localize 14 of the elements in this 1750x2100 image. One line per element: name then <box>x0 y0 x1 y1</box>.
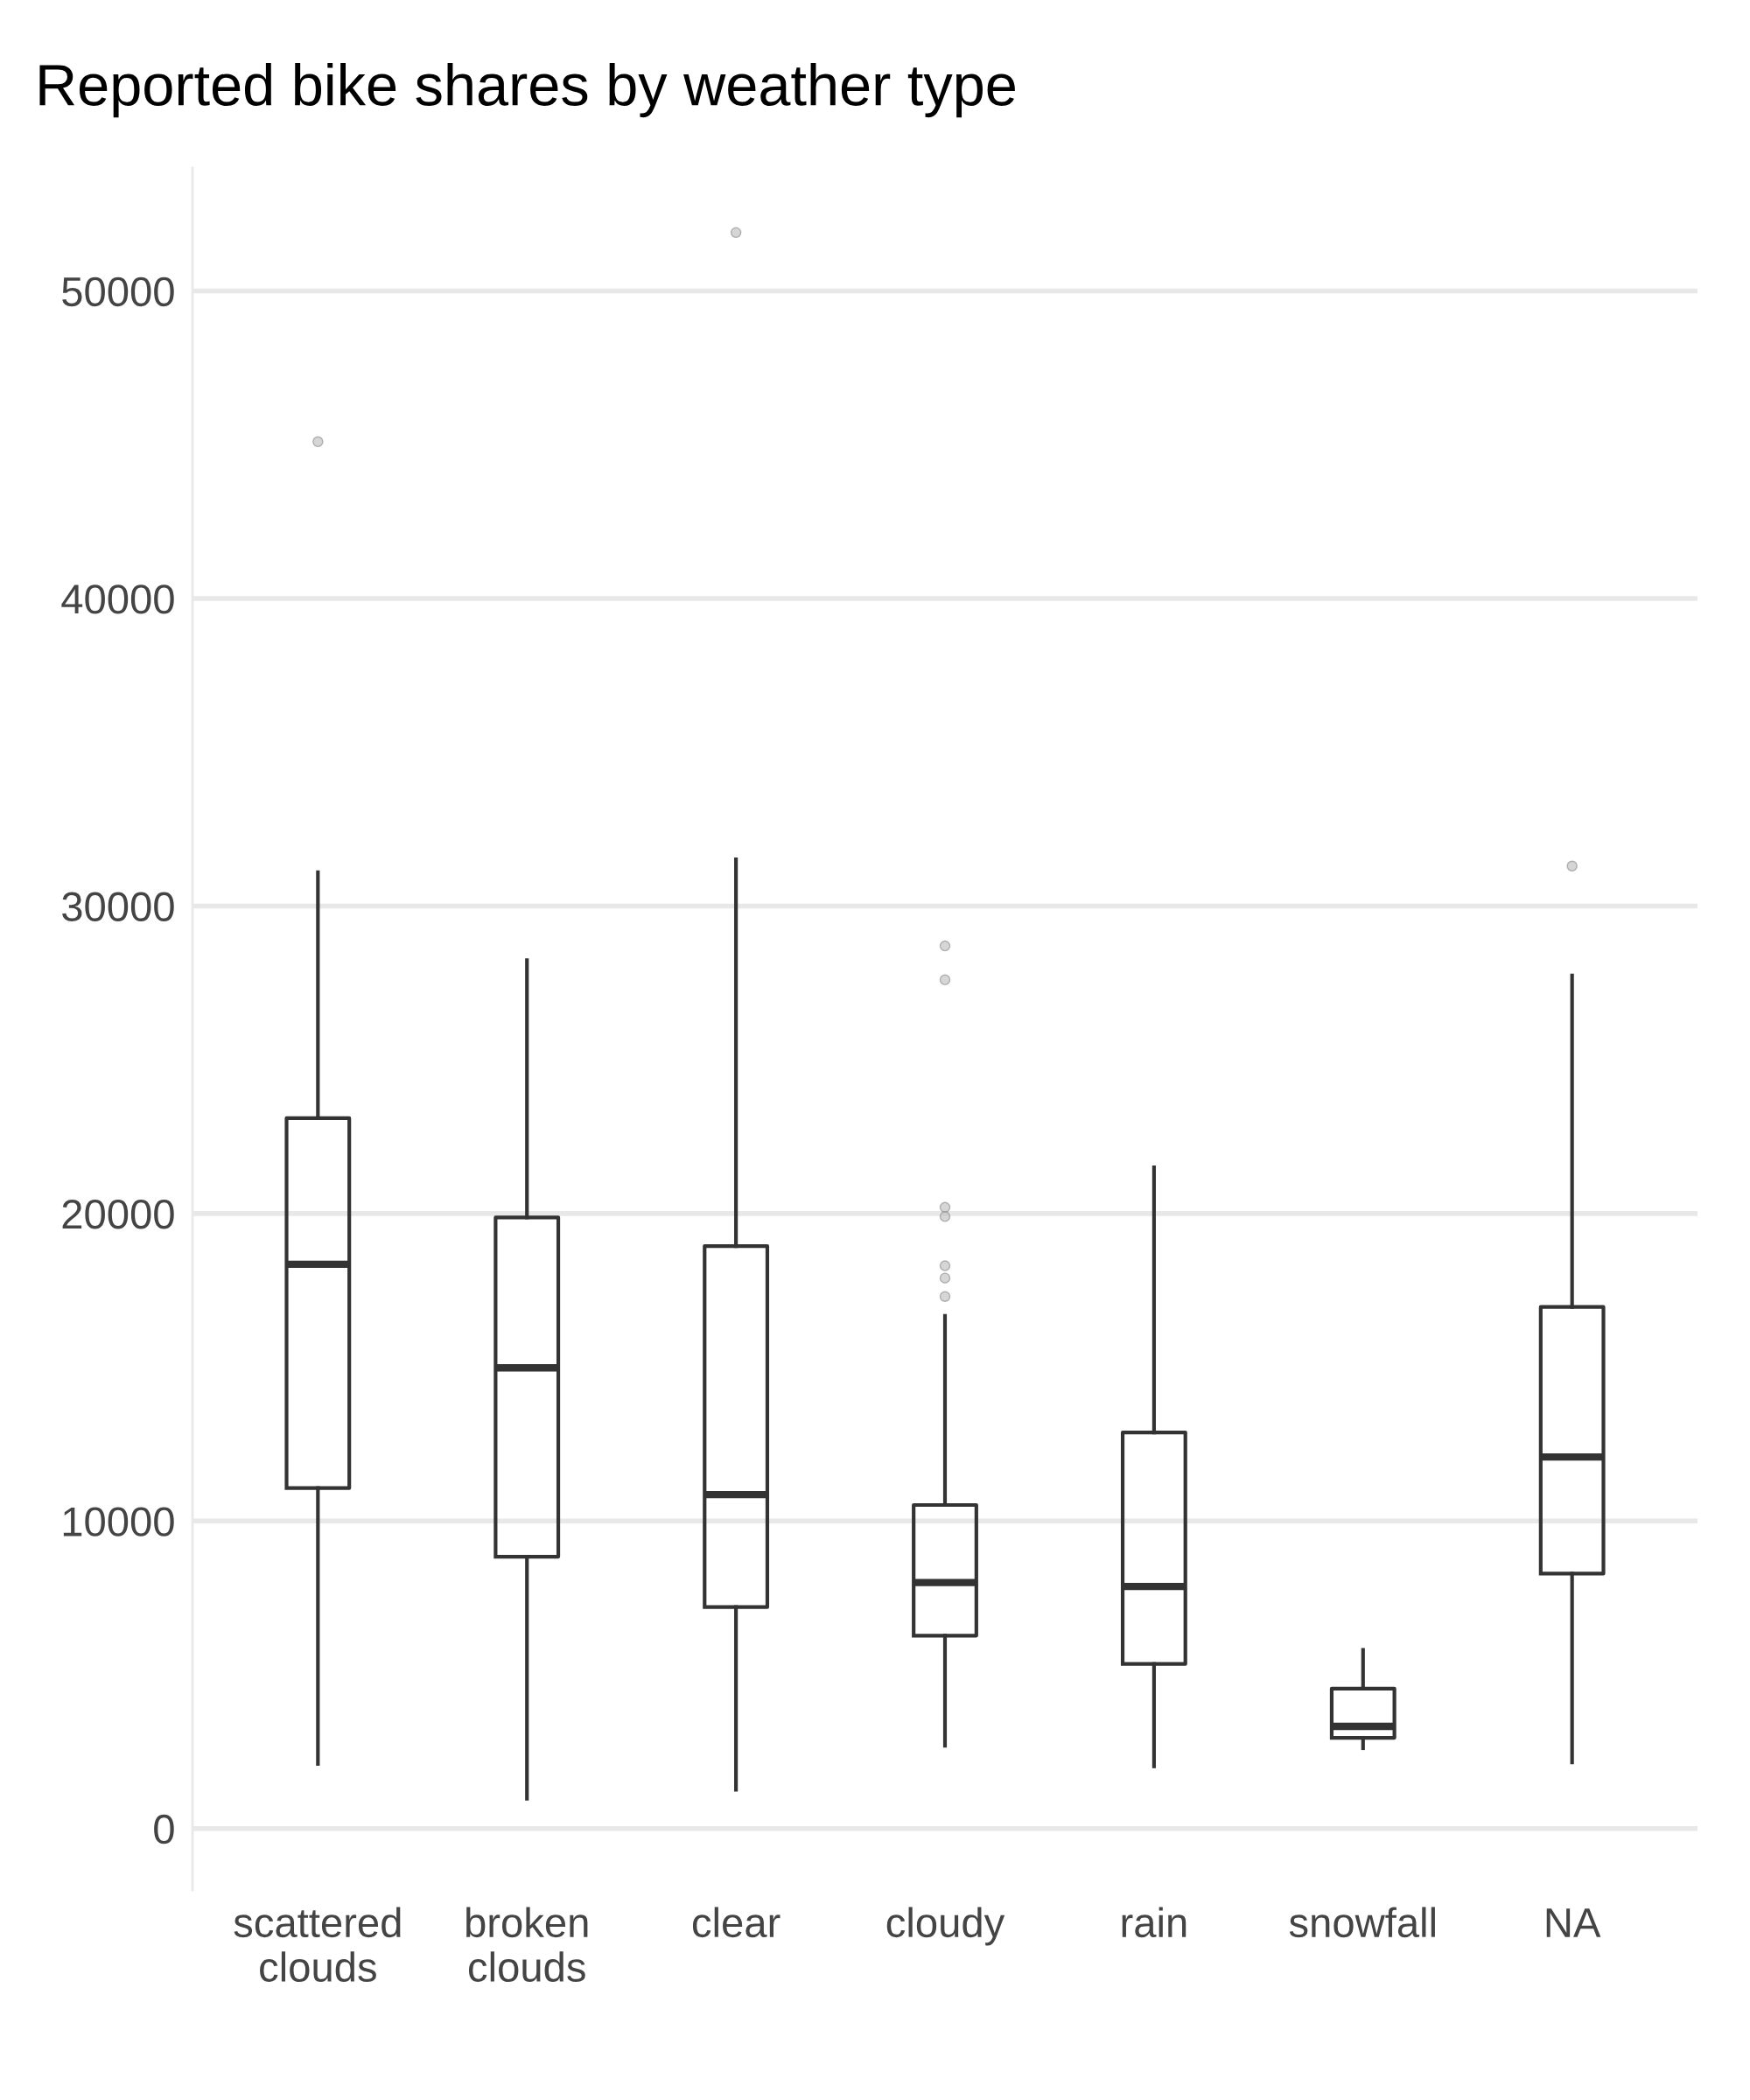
y-tick-label: 50000 <box>62 276 174 307</box>
x-tick-label: NA <box>1546 1908 1601 1937</box>
x-tick-label: clear <box>692 1907 780 1938</box>
x-tick-label: rain <box>1122 1907 1186 1938</box>
y-tick-label: 30000 <box>62 892 174 921</box>
y-tick-label: 20000 <box>62 1199 174 1229</box>
chart-title: Reported bike shares by weather type <box>39 63 1015 118</box>
y-tick-label: 40000 <box>61 584 174 614</box>
x-tick-label: snowfall <box>1289 1907 1435 1938</box>
y-tick-label: 10000 <box>63 1507 174 1536</box>
y-tick-label: 0 <box>154 1814 174 1844</box>
x-tick-label: broken clouds <box>466 1907 588 1982</box>
x-tick-label: scattered clouds <box>234 1907 401 1982</box>
x-tick-label: cloudy <box>886 1907 1005 1946</box>
